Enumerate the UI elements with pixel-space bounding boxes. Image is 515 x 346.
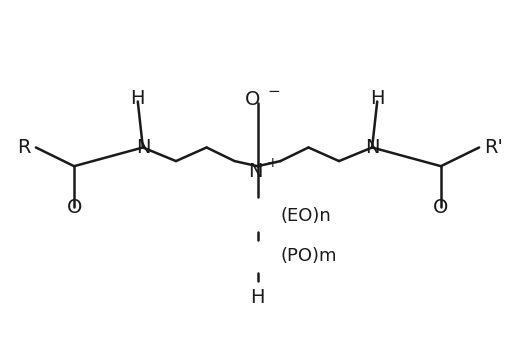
Text: (PO)m: (PO)m	[281, 247, 337, 265]
Text: N: N	[248, 162, 262, 181]
Text: −: −	[267, 84, 280, 99]
Text: N: N	[365, 138, 380, 157]
Text: +: +	[267, 156, 279, 170]
Text: O: O	[66, 198, 82, 217]
Text: H: H	[130, 89, 145, 108]
Text: O: O	[433, 198, 449, 217]
Text: N: N	[135, 138, 150, 157]
Text: H: H	[370, 89, 385, 108]
Text: R: R	[18, 138, 31, 157]
Text: O: O	[245, 90, 260, 109]
Text: (EO)n: (EO)n	[281, 207, 331, 225]
Text: H: H	[250, 288, 265, 307]
Text: R': R'	[484, 138, 503, 157]
